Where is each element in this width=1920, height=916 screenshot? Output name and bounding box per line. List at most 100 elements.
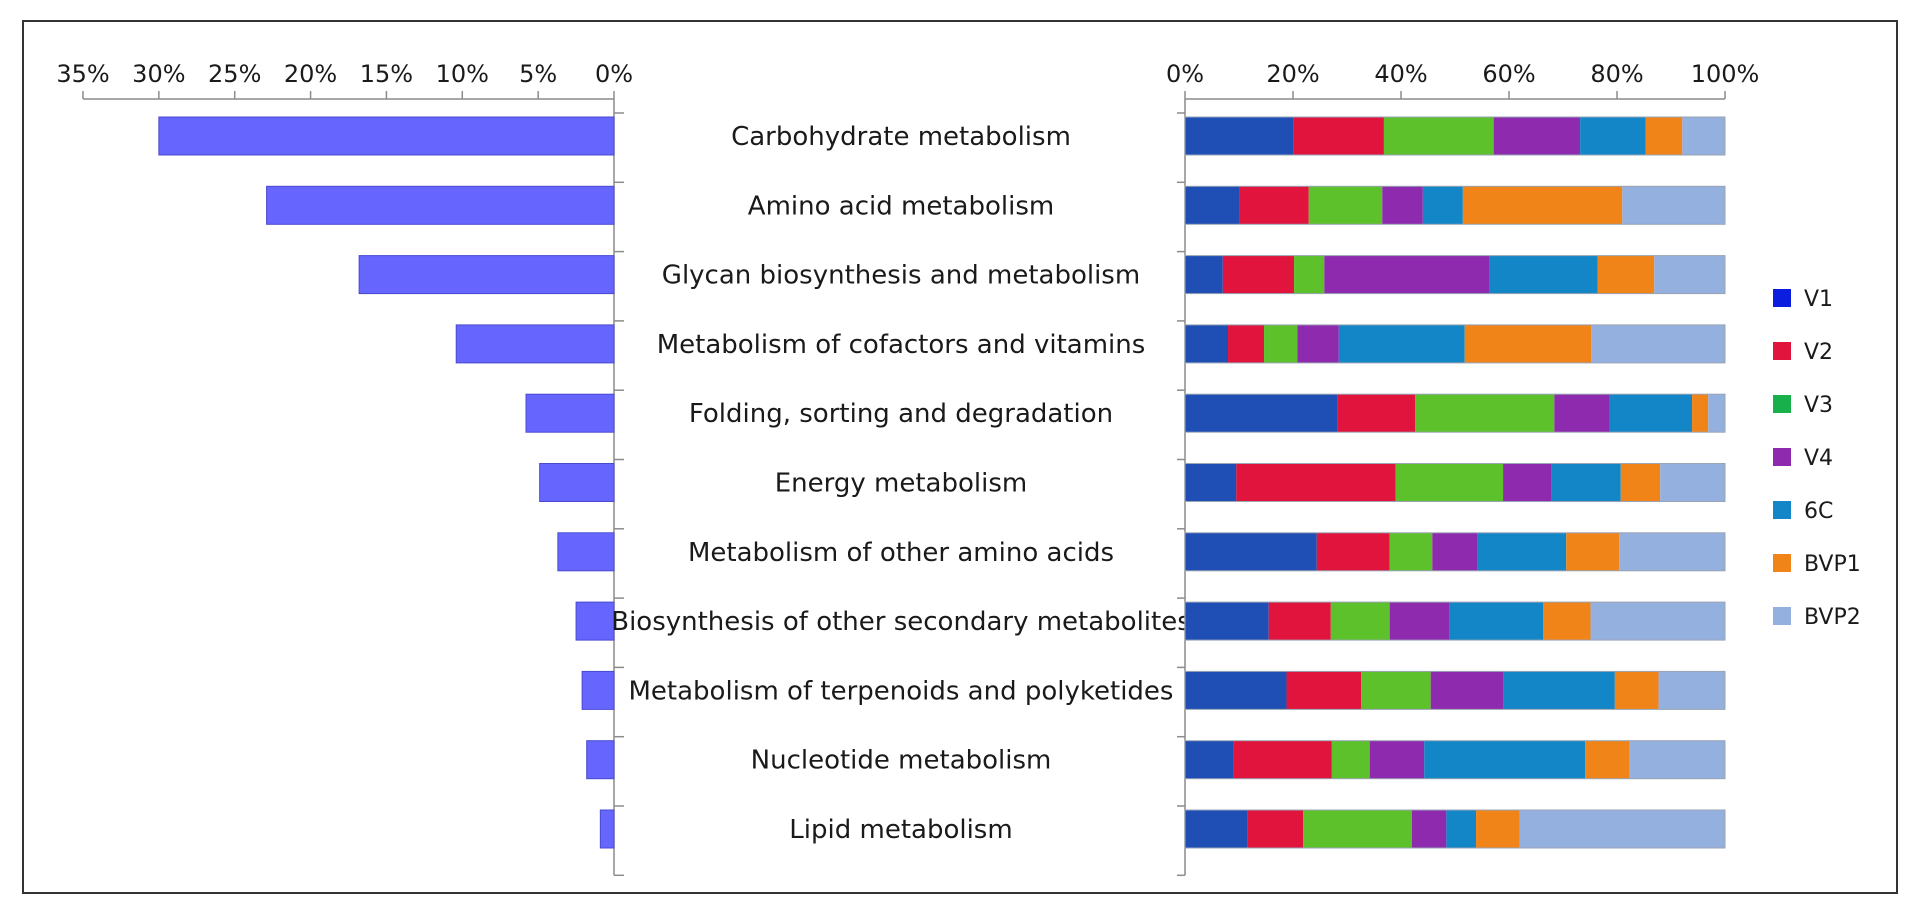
- left-x-tick-label: 30%: [132, 60, 185, 88]
- legend-label-bvp2: BVP2: [1804, 605, 1861, 630]
- stacked-segment-v4: [1430, 671, 1504, 710]
- left-bar: [358, 255, 615, 295]
- stacked-segment-6c: [1477, 532, 1567, 571]
- stacked-segment-bvp2: [1591, 324, 1725, 363]
- stacked-bar-outline: [1184, 670, 1726, 710]
- category-labels: Carbohydrate metabolism Amino acid metabo…: [611, 122, 1191, 845]
- stacked-segment-v3: [1415, 394, 1555, 433]
- stacked-segment-v2: [1316, 532, 1390, 571]
- legend-swatch-6c: [1773, 501, 1791, 519]
- category-label: Metabolism of cofactors and vitamins: [657, 330, 1146, 360]
- stacked-segment-bvp1: [1692, 394, 1709, 433]
- stacked-segment-v2: [1268, 602, 1331, 641]
- category-label: Nucleotide metabolism: [751, 746, 1052, 776]
- stacked-segment-v3: [1389, 532, 1433, 571]
- stacked-segment-bvp2: [1629, 740, 1725, 779]
- left-bar-chart: 35% 30% 25% 20% 15% 10% 5% 0%: [56, 60, 633, 877]
- left-x-tick-label: 25%: [208, 60, 261, 88]
- stacked-segment-v1: [1185, 810, 1248, 848]
- left-bar: [266, 185, 615, 225]
- stacked-segment-v4: [1493, 117, 1581, 155]
- stacked-segment-v4: [1382, 186, 1423, 225]
- stacked-segment-bvp2: [1619, 532, 1725, 571]
- stacked-segment-v2: [1337, 394, 1416, 433]
- left-x-tick-label: 5%: [519, 60, 557, 88]
- right-x-tick-label: 60%: [1482, 60, 1535, 88]
- left-bar: [581, 670, 615, 710]
- left-x-tick-label: 15%: [360, 60, 413, 88]
- stacked-segment-6c: [1503, 671, 1615, 710]
- stacked-segment-bvp1: [1543, 602, 1591, 641]
- stacked-segment-bvp1: [1464, 324, 1592, 363]
- stacked-segment-bvp1: [1597, 255, 1655, 294]
- stacked-bar-outline: [1184, 393, 1726, 433]
- stacked-segment-v3: [1294, 255, 1325, 294]
- left-bar: [158, 116, 615, 156]
- chart-frame: 35% 30% 25% 20% 15% 10% 5% 0% Carbohydrate meta…: [22, 20, 1898, 894]
- left-bar: [525, 393, 615, 433]
- stacked-segment-v1: [1185, 602, 1269, 641]
- legend-swatch-bvp1: [1773, 554, 1791, 572]
- stacked-segment-bvp2: [1622, 186, 1725, 225]
- left-bar: [539, 463, 615, 502]
- stacked-segment-v2: [1236, 463, 1396, 502]
- stacked-segment-v1: [1185, 255, 1223, 294]
- stacked-segment-bvp2: [1590, 602, 1725, 641]
- right-x-tick-label: 100%: [1691, 60, 1760, 88]
- category-label: Glycan biosynthesis and metabolism: [662, 261, 1140, 291]
- stacked-segment-bvp1: [1566, 532, 1620, 571]
- right-stacked-chart: 0% 20% 40% 60% 80% 100%: [1166, 60, 1760, 877]
- left-bar: [599, 809, 615, 849]
- stacked-segment-v1: [1185, 671, 1287, 710]
- stacked-segment-v3: [1303, 810, 1412, 848]
- legend: V1 V2 V3 V4 6C BVP1 BVP2: [1773, 287, 1861, 630]
- stacked-segment-v2: [1286, 671, 1362, 710]
- category-label: Lipid metabolism: [789, 815, 1012, 845]
- stacked-segment-v2: [1239, 186, 1309, 225]
- stacked-bar-outline: [1184, 740, 1726, 780]
- category-label: Folding, sorting and degradation: [689, 399, 1113, 429]
- legend-swatch-v3: [1773, 395, 1791, 413]
- stacked-segment-bvp1: [1476, 810, 1520, 848]
- category-label: Carbohydrate metabolism: [731, 122, 1071, 152]
- stacked-segment-v1: [1185, 740, 1234, 779]
- stacked-segment-v2: [1247, 810, 1304, 848]
- stacked-segment-v4: [1369, 740, 1425, 779]
- stacked-segment-bvp2: [1658, 671, 1725, 710]
- stacked-segment-v4: [1297, 324, 1339, 363]
- stacked-segment-6c: [1422, 186, 1463, 225]
- stacked-segment-6c: [1449, 602, 1544, 641]
- category-label: Amino acid metabolism: [748, 191, 1054, 221]
- right-x-tick-label: 20%: [1266, 60, 1319, 88]
- left-x-tick-label: 35%: [56, 60, 109, 88]
- stacked-bar-outline: [1184, 463, 1726, 502]
- left-x-tick-label: 10%: [436, 60, 489, 88]
- stacked-segment-6c: [1580, 117, 1646, 155]
- stacked-bar-outline: [1184, 255, 1726, 295]
- stacked-segment-v4: [1389, 602, 1450, 641]
- left-bar: [455, 324, 615, 364]
- stacked-segment-6c: [1551, 463, 1621, 502]
- stacked-segment-v3: [1361, 671, 1431, 710]
- stacked-bar-outline: [1184, 116, 1726, 156]
- stacked-segment-v3: [1383, 117, 1494, 155]
- stacked-segment-v1: [1185, 532, 1317, 571]
- stacked-segment-v1: [1185, 117, 1294, 155]
- stacked-bar-outline: [1184, 324, 1726, 364]
- legend-label-v2: V2: [1804, 340, 1833, 365]
- legend-label-v4: V4: [1804, 446, 1833, 471]
- legend-label-bvp1: BVP1: [1804, 552, 1861, 577]
- left-bar: [557, 532, 615, 572]
- stacked-segment-bvp2: [1660, 463, 1725, 502]
- stacked-segment-v3: [1330, 602, 1390, 641]
- stacked-segment-6c: [1609, 394, 1693, 433]
- stacked-segment-6c: [1424, 740, 1586, 779]
- stacked-segment-v2: [1222, 255, 1295, 294]
- stacked-segment-bvp2: [1708, 394, 1725, 433]
- stacked-segment-bvp1: [1645, 117, 1683, 155]
- right-x-tick-label: 40%: [1374, 60, 1427, 88]
- stacked-bar-outline: [1184, 532, 1726, 572]
- stacked-segment-bvp1: [1614, 671, 1659, 710]
- stacked-segment-6c: [1338, 324, 1465, 363]
- stacked-segment-v2: [1228, 324, 1265, 363]
